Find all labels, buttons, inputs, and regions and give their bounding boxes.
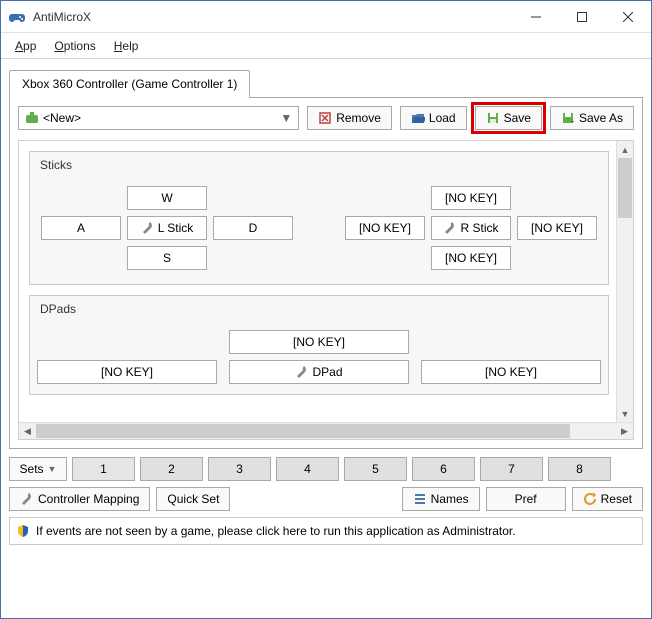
mapping-inner: Sticks W [NO KEY] A L Stick D bbox=[19, 141, 633, 422]
menu-app[interactable]: App bbox=[9, 37, 42, 55]
reset-icon bbox=[583, 492, 597, 506]
set-3[interactable]: 3 bbox=[208, 457, 271, 481]
saveas-label: Save As bbox=[579, 111, 623, 125]
wrench-icon bbox=[443, 221, 457, 235]
dpad-right[interactable]: [NO KEY] bbox=[421, 360, 601, 384]
set-6[interactable]: 6 bbox=[412, 457, 475, 481]
profile-icon bbox=[25, 111, 39, 125]
scroll-up-arrow[interactable]: ▲ bbox=[617, 141, 633, 158]
tab-controller[interactable]: Xbox 360 Controller (Game Controller 1) bbox=[9, 70, 250, 98]
load-label: Load bbox=[429, 111, 456, 125]
lstick-left[interactable]: A bbox=[41, 216, 121, 240]
scroll-down-arrow[interactable]: ▼ bbox=[617, 405, 633, 422]
dpad-left[interactable]: [NO KEY] bbox=[37, 360, 217, 384]
horizontal-scrollbar[interactable]: ◀ ▶ bbox=[19, 422, 633, 439]
scroll-thumb-v[interactable] bbox=[618, 158, 632, 218]
lstick-down[interactable]: S bbox=[127, 246, 207, 270]
group-dpads-title: DPads bbox=[36, 302, 80, 316]
rstick-center[interactable]: R Stick bbox=[431, 216, 511, 240]
status-bar[interactable]: If events are not seen by a game, please… bbox=[9, 517, 643, 545]
vertical-scrollbar[interactable]: ▲ ▼ bbox=[616, 141, 633, 422]
saveas-button[interactable]: Save As bbox=[550, 106, 634, 130]
status-text: If events are not seen by a game, please… bbox=[36, 524, 516, 538]
lstick-center[interactable]: L Stick bbox=[127, 216, 207, 240]
rstick-left[interactable]: [NO KEY] bbox=[345, 216, 425, 240]
set-4[interactable]: 4 bbox=[276, 457, 339, 481]
menu-options[interactable]: Options bbox=[48, 37, 101, 55]
set-2[interactable]: 2 bbox=[140, 457, 203, 481]
scroll-right-arrow[interactable]: ▶ bbox=[616, 426, 633, 437]
group-sticks-title: Sticks bbox=[36, 158, 76, 172]
wrench-icon bbox=[141, 221, 155, 235]
dpad-up[interactable]: [NO KEY] bbox=[229, 330, 409, 354]
sets-dropdown[interactable]: Sets ▼ bbox=[9, 457, 67, 481]
folder-icon bbox=[411, 111, 425, 125]
scroll-thumb-h[interactable] bbox=[36, 424, 570, 438]
load-button[interactable]: Load bbox=[400, 106, 467, 130]
set-7[interactable]: 7 bbox=[480, 457, 543, 481]
wrench-icon bbox=[20, 492, 34, 506]
tab-label: Xbox 360 Controller (Game Controller 1) bbox=[22, 77, 237, 91]
set-1[interactable]: 1 bbox=[72, 457, 135, 481]
bottom-buttons: Controller Mapping Quick Set Names Pref … bbox=[9, 487, 643, 511]
menubar: App Options Help bbox=[1, 33, 651, 59]
chevron-down-icon: ▼ bbox=[48, 464, 57, 474]
group-sticks: Sticks W [NO KEY] A L Stick D bbox=[29, 151, 609, 285]
quickset-button[interactable]: Quick Set bbox=[156, 487, 230, 511]
controller-mapping-button[interactable]: Controller Mapping bbox=[9, 487, 150, 511]
tab-panel: <New> ▼ Remove Load Save Save As Sticks bbox=[9, 97, 643, 449]
lstick-right[interactable]: D bbox=[213, 216, 293, 240]
remove-label: Remove bbox=[336, 111, 381, 125]
window-title: AntiMicroX bbox=[33, 10, 513, 24]
group-dpads: DPads [NO KEY] [NO KEY] DPad [NO KEY] bbox=[29, 295, 609, 395]
names-button[interactable]: Names bbox=[402, 487, 480, 511]
profile-combo[interactable]: <New> ▼ bbox=[18, 106, 299, 130]
dpad-center[interactable]: DPad bbox=[229, 360, 409, 384]
maximize-button[interactable] bbox=[559, 1, 605, 33]
app-icon bbox=[9, 9, 25, 25]
menu-help[interactable]: Help bbox=[108, 37, 145, 55]
set-5[interactable]: 5 bbox=[344, 457, 407, 481]
profile-toolbar: <New> ▼ Remove Load Save Save As bbox=[18, 106, 634, 130]
list-icon bbox=[413, 492, 427, 506]
chevron-down-icon: ▼ bbox=[280, 111, 292, 125]
save-label: Save bbox=[504, 111, 531, 125]
rstick-right[interactable]: [NO KEY] bbox=[517, 216, 597, 240]
wrench-icon bbox=[295, 365, 309, 379]
sets-row: Sets ▼ 1 2 3 4 5 6 7 8 bbox=[9, 457, 643, 481]
profile-selected: <New> bbox=[43, 111, 81, 125]
remove-icon bbox=[318, 111, 332, 125]
saveas-icon bbox=[561, 111, 575, 125]
rstick-up[interactable]: [NO KEY] bbox=[431, 186, 511, 210]
scroll-left-arrow[interactable]: ◀ bbox=[19, 426, 36, 437]
shield-icon bbox=[16, 524, 30, 538]
remove-button[interactable]: Remove bbox=[307, 106, 392, 130]
minimize-button[interactable] bbox=[513, 1, 559, 33]
tab-row: Xbox 360 Controller (Game Controller 1) bbox=[9, 69, 643, 97]
close-button[interactable] bbox=[605, 1, 651, 33]
set-8[interactable]: 8 bbox=[548, 457, 611, 481]
rstick-down[interactable]: [NO KEY] bbox=[431, 246, 511, 270]
pref-button[interactable]: Pref bbox=[486, 487, 566, 511]
save-icon bbox=[486, 111, 500, 125]
lstick-up[interactable]: W bbox=[127, 186, 207, 210]
mapping-scroll-area: Sticks W [NO KEY] A L Stick D bbox=[18, 140, 634, 440]
save-button[interactable]: Save bbox=[475, 106, 542, 130]
reset-button[interactable]: Reset bbox=[572, 487, 643, 511]
titlebar: AntiMicroX bbox=[1, 1, 651, 33]
